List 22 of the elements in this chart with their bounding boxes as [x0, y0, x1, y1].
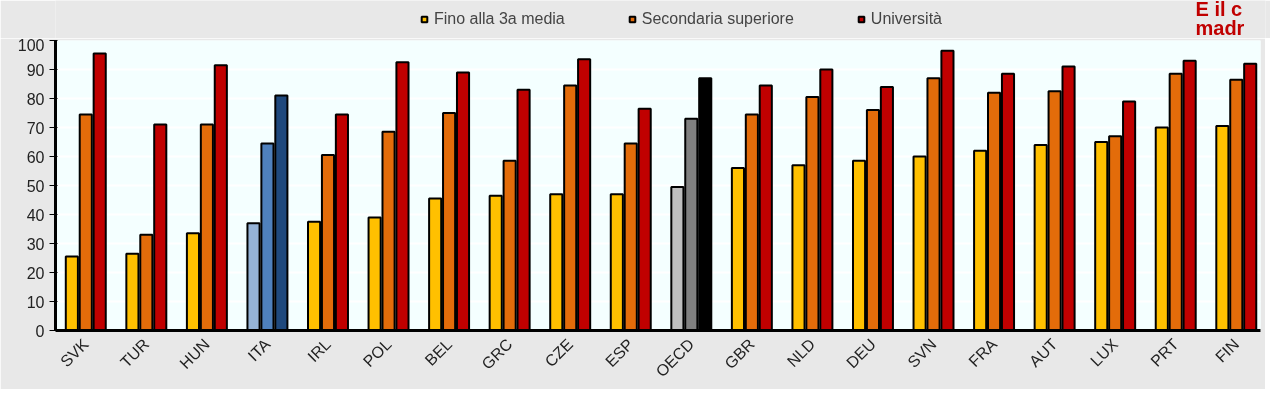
y-tick-label: 70: [26, 119, 45, 137]
x-tick-label: FRA: [965, 335, 1001, 371]
legend-label: Secondaria superiore: [641, 10, 794, 28]
y-tick-label: 50: [26, 177, 45, 195]
x-tick-label: IRL: [304, 335, 335, 366]
legend-label: Fino alla 3a media: [434, 10, 565, 28]
x-tick-label: FIN: [1212, 335, 1243, 366]
x-tick-label: POL: [359, 335, 395, 371]
y-tick-label: 30: [26, 235, 45, 253]
legend-label: Università: [870, 10, 942, 28]
y-tick-label: 20: [26, 264, 45, 282]
y-tick-label: 100: [17, 36, 45, 54]
y-tick-label: 40: [26, 206, 45, 224]
y-tick-label: 0: [35, 322, 45, 340]
y-tick-label: 90: [26, 61, 45, 79]
x-tick-label: NLD: [783, 335, 819, 371]
y-tick-label: 10: [26, 293, 45, 311]
x-tick-label: BEL: [421, 335, 456, 369]
y-tick-label: 60: [26, 148, 45, 166]
x-tick-label: TUR: [117, 335, 153, 371]
x-tick-label: ITA: [244, 335, 274, 365]
y-tick-label: 80: [26, 90, 45, 108]
